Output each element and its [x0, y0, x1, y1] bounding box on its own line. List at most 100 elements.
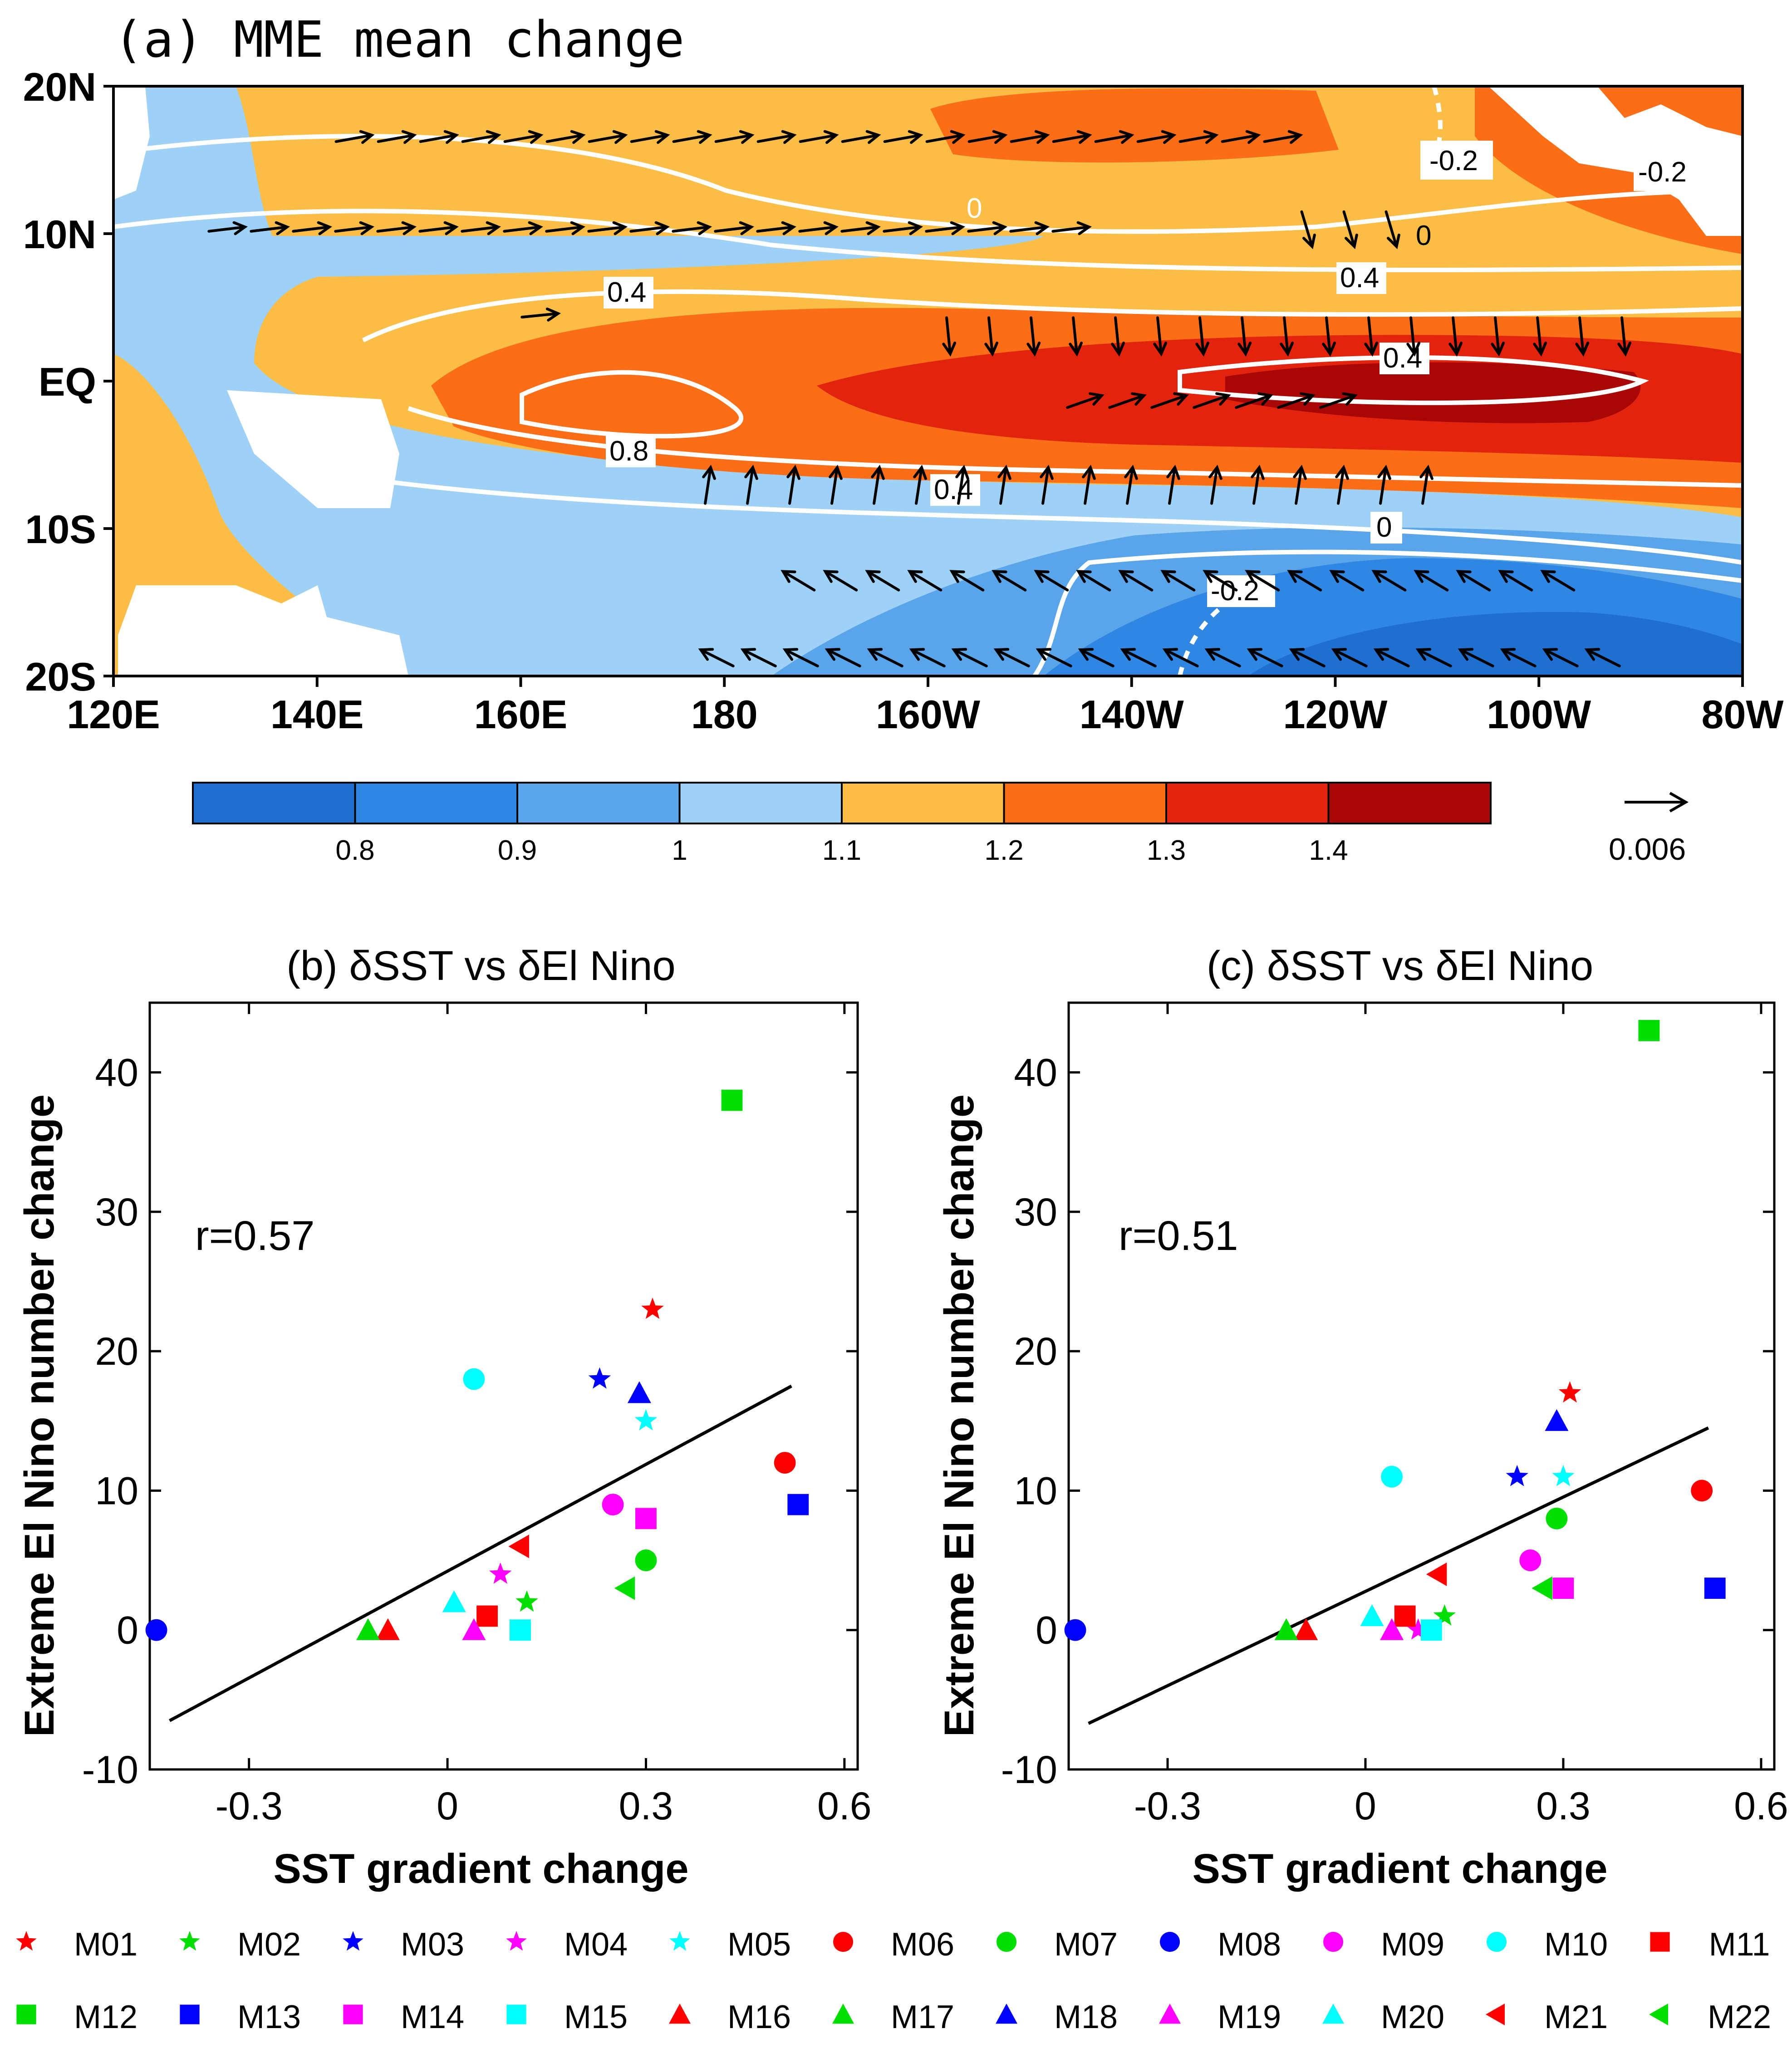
star-marker-icon [179, 1931, 200, 1950]
scatter-point-m11 [1394, 1606, 1416, 1627]
scatter-point-m04 [489, 1563, 511, 1584]
colorbar-tick-label: 1 [672, 835, 687, 866]
square-marker-icon [343, 2004, 363, 2024]
scatter-ylabel: Extreme El Nino number change [16, 1094, 63, 1737]
square-marker-icon [506, 2004, 526, 2024]
colorbar-swatch [680, 783, 842, 823]
contour-label: -0.2 [1638, 157, 1687, 188]
contour-label: 0.4 [607, 277, 646, 308]
legend-label: M16 [727, 1999, 791, 2035]
triangle-up-marker-icon [996, 2004, 1017, 2024]
legend-item-m06: M06 [833, 1926, 954, 1963]
scatter-point-m07 [1546, 1508, 1568, 1529]
scatter-point-m20 [442, 1590, 466, 1612]
legend-label: M15 [564, 1999, 628, 2035]
legend-item-m05: M05 [669, 1926, 791, 1963]
legend-item-m01: M01 [16, 1926, 137, 1963]
colorbar-swatch [1004, 783, 1167, 823]
x-tick-label: 0.3 [1536, 1784, 1591, 1828]
figure: (a) MME mean change -0 [0, 0, 1792, 2063]
y-tick-label: -10 [82, 1748, 138, 1792]
lon-label: 140E [270, 692, 364, 737]
star-marker-icon [16, 1931, 37, 1950]
legend-item-m03: M03 [343, 1926, 464, 1963]
lat-label: 10N [23, 212, 96, 257]
legend-item-m22: M22 [1649, 1999, 1771, 2035]
scatter-point-m17 [356, 1618, 380, 1640]
circle-marker-icon [1323, 1932, 1343, 1952]
lon-label: 160E [474, 692, 568, 737]
legend-label: M09 [1381, 1926, 1444, 1963]
legend-item-m09: M09 [1323, 1926, 1444, 1963]
colorbar-swatch [1329, 783, 1491, 823]
legend-item-m08: M08 [1160, 1926, 1281, 1963]
scatter-point-m01 [641, 1298, 664, 1319]
x-tick-label: -0.3 [1134, 1784, 1201, 1828]
scatter-ylabel: Extreme El Nino number change [936, 1094, 982, 1737]
y-tick-label: 20 [95, 1330, 138, 1373]
legend-label: M01 [74, 1926, 137, 1963]
triangle-left-marker-icon [1486, 2004, 1505, 2025]
legend-label: M13 [237, 1999, 301, 2035]
scatter-point-m10 [1381, 1466, 1403, 1488]
lon-label: 120E [67, 692, 160, 737]
lon-label: 180 [691, 692, 758, 737]
legend-label: M18 [1054, 1999, 1118, 2035]
scatter-point-m17 [1275, 1618, 1298, 1640]
scatter-title: (b) δSST vs δEl Nino [286, 943, 675, 989]
legend-label: M06 [891, 1926, 954, 1963]
colorbar-swatch [842, 783, 1004, 823]
triangle-left-marker-icon [1649, 2004, 1668, 2025]
legend-item-m14: M14 [343, 1999, 464, 2035]
x-tick-label: 0 [1355, 1784, 1376, 1828]
legend-item-m02: M02 [179, 1926, 301, 1963]
correlation-annotation: r=0.51 [1119, 1213, 1238, 1259]
square-marker-icon [1650, 1932, 1669, 1951]
legend-label: M04 [564, 1926, 628, 1963]
scatter-point-m10 [463, 1368, 485, 1390]
square-marker-icon [16, 2004, 36, 2024]
colorbar-swatch [517, 783, 680, 823]
circle-marker-icon [997, 1932, 1016, 1952]
legend-item-m11: M11 [1650, 1926, 1770, 1963]
legend-label: M14 [401, 1999, 464, 2035]
scatter-point-m09 [1519, 1549, 1541, 1571]
scatter-point-m13 [787, 1494, 809, 1515]
legend-item-m07: M07 [997, 1926, 1118, 1963]
scatter-point-m05 [635, 1409, 658, 1431]
correlation-annotation: r=0.57 [195, 1213, 314, 1259]
scatter-panel-c: (c) δSST vs δEl Nino SST gradient change… [936, 943, 1788, 1892]
lon-label: 140W [1080, 692, 1184, 737]
legend-label: M10 [1544, 1926, 1608, 1963]
scatter-point-m21 [1426, 1563, 1447, 1586]
reference-vector: 0.006 [1609, 793, 1686, 867]
scatter-xlabel: SST gradient change [1192, 1846, 1607, 1892]
scatter-point-m12 [722, 1090, 743, 1111]
star-marker-icon [343, 1931, 363, 1950]
y-tick-label: 10 [1014, 1469, 1057, 1513]
scatter-point-m20 [1360, 1604, 1384, 1626]
lon-label: 160W [876, 692, 980, 737]
scatter-point-m12 [1638, 1020, 1659, 1041]
legend-item-m20: M20 [1322, 1999, 1444, 2035]
lon-label: 100W [1487, 692, 1591, 737]
y-tick-label: 30 [1014, 1191, 1057, 1234]
plot-frame [150, 1003, 858, 1769]
legend-item-m04: M04 [506, 1926, 628, 1963]
legend-item-m12: M12 [16, 1999, 137, 2035]
lon-label: 120W [1283, 692, 1388, 737]
colorbar-swatch [355, 783, 518, 823]
lat-label: 10S [25, 507, 96, 552]
scatter-point-m03 [589, 1367, 611, 1389]
x-tick-label: 0 [437, 1784, 458, 1828]
scatter-point-m16 [1294, 1618, 1318, 1640]
scatter-point-m18 [628, 1381, 651, 1403]
y-tick-label: 0 [1036, 1609, 1057, 1652]
square-marker-icon [180, 2004, 199, 2024]
y-tick-label: 20 [1014, 1330, 1057, 1373]
legend-label: M05 [727, 1926, 791, 1963]
scatter-point-m22 [614, 1577, 635, 1600]
legend-label: M07 [1054, 1926, 1118, 1963]
legend-label: M19 [1218, 1999, 1281, 2035]
colorbar-tick-label: 0.9 [498, 835, 537, 866]
